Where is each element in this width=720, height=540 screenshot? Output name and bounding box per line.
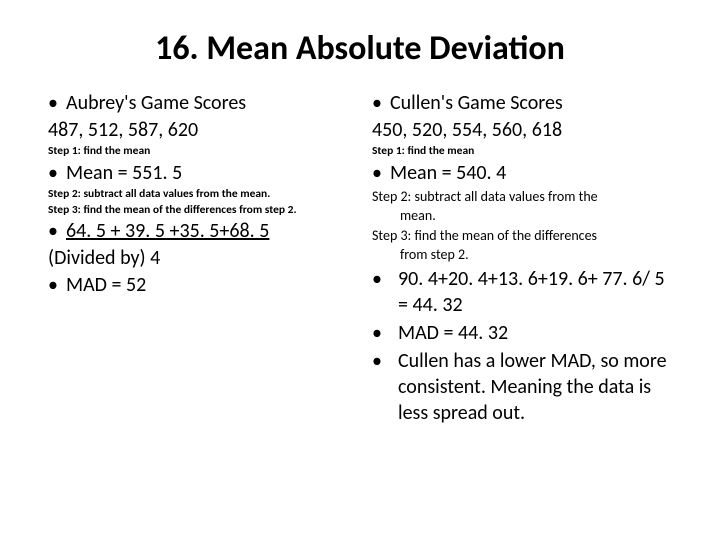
left-mad-text: MAD = 52 (66, 273, 146, 297)
right-step3a: Step 3: find the mean of the differences (372, 227, 672, 245)
right-calc-text: 90. 4+20. 4+13. 6+19. 6+ 77. 6/ 5 = 44. … (398, 266, 672, 318)
right-column: •Cullen's Game Scores 450, 520, 554, 560… (372, 91, 672, 428)
slide-title: 16. Mean Absolute Deviation (48, 28, 672, 69)
left-step1: Step 1: find the mean (48, 145, 348, 159)
left-header: •Aubrey's Game Scores (48, 91, 348, 116)
right-mad: •MAD = 44. 32 (372, 320, 672, 346)
left-scores: 487, 512, 587, 620 (48, 118, 348, 143)
right-conclusion-text: Cullen has a lower MAD, so more consiste… (398, 348, 672, 426)
right-scores: 450, 520, 554, 560, 618 (372, 118, 672, 143)
right-header-text: Cullen's Game Scores (390, 91, 563, 115)
left-sum-text: 64. 5 + 39. 5 +35. 5+68. 5 (66, 219, 269, 243)
left-column: •Aubrey's Game Scores 487, 512, 587, 620… (48, 91, 348, 428)
left-step3: Step 3: find the mean of the differences… (48, 204, 348, 218)
left-mean-text: Mean = 551. 5 (66, 161, 182, 185)
left-sum: •64. 5 + 39. 5 +35. 5+68. 5 (48, 219, 348, 244)
right-header: •Cullen's Game Scores (372, 91, 672, 116)
right-step2a: Step 2: subtract all data values from th… (372, 188, 672, 206)
left-header-text: Aubrey's Game Scores (66, 91, 246, 115)
right-step3b: from step 2. (372, 246, 672, 264)
left-step2: Step 2: subtract all data values from th… (48, 188, 348, 202)
left-mad: •MAD = 52 (48, 273, 348, 298)
content-columns: •Aubrey's Game Scores 487, 512, 587, 620… (48, 91, 672, 428)
right-mean: •Mean = 540. 4 (372, 161, 672, 186)
right-mean-text: Mean = 540. 4 (390, 161, 506, 185)
right-step2b: mean. (372, 207, 672, 225)
left-divided: (Divided by) 4 (48, 246, 348, 271)
left-mean: •Mean = 551. 5 (48, 161, 348, 186)
right-mad-text: MAD = 44. 32 (398, 320, 672, 346)
right-step1: Step 1: find the mean (372, 145, 672, 159)
right-conclusion: •Cullen has a lower MAD, so more consist… (372, 348, 672, 426)
right-calc: •90. 4+20. 4+13. 6+19. 6+ 77. 6/ 5 = 44.… (372, 266, 672, 318)
